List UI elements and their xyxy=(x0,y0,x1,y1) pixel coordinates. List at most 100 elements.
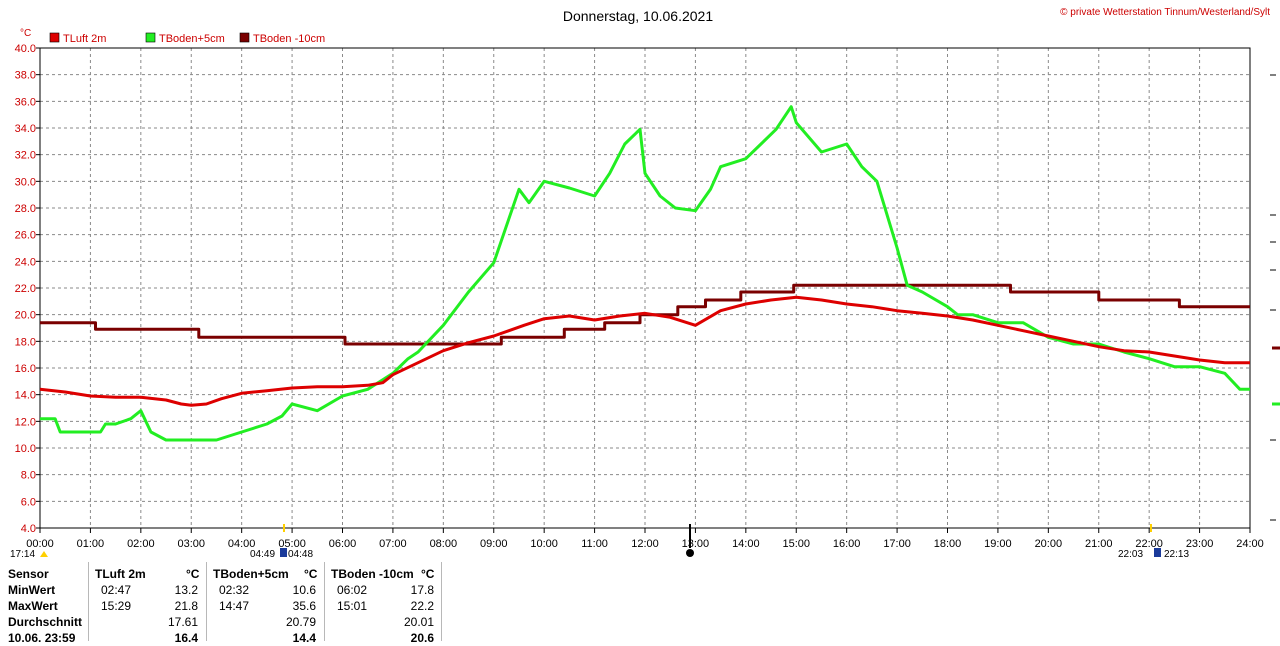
x-tick-label: 01:00 xyxy=(77,538,105,550)
stats-separator xyxy=(206,562,207,641)
x-tick-label: 11:00 xyxy=(581,538,608,550)
x-tick-label: 16:00 xyxy=(833,538,861,550)
y-tick-label: 34.0 xyxy=(15,123,36,135)
stats-separator xyxy=(441,562,442,641)
sunset-time-left: 22:03 xyxy=(1118,549,1143,560)
row-value-2: 14.4 xyxy=(292,631,316,645)
y-tick-label: 24.0 xyxy=(15,256,36,268)
y-unit-label: °C xyxy=(20,28,31,39)
x-tick-label: 20:00 xyxy=(1035,538,1063,550)
header-unit-2: °C xyxy=(304,567,318,581)
header-unit-1: °C xyxy=(186,567,200,581)
row-value-3: 20.01 xyxy=(403,615,434,629)
legend-label-tboden5: TBoden+5cm xyxy=(159,33,225,45)
x-tick-label: 22:00 xyxy=(1135,538,1163,550)
row-time-1: 15:29 xyxy=(101,599,132,613)
sunset-prev-time: 17:14 xyxy=(10,549,35,560)
y-tick-label: 30.0 xyxy=(15,176,36,188)
x-tick-label: 18:00 xyxy=(934,538,962,550)
row-value-2: 35.6 xyxy=(292,599,316,613)
row-label: MinWert xyxy=(8,583,56,597)
legend-swatch-tboden5 xyxy=(145,32,156,43)
sun-icon xyxy=(40,551,48,557)
x-tick-label: 15:00 xyxy=(782,538,810,550)
row-value-1: 13.2 xyxy=(174,583,198,597)
y-tick-label: 22.0 xyxy=(15,283,36,295)
y-tick-label: 14.0 xyxy=(15,390,36,402)
row-time-3: 15:01 xyxy=(337,599,368,613)
legend-swatch-tluft xyxy=(49,32,60,43)
sunrise-time-left: 04:49 xyxy=(250,549,275,560)
header-sensor: Sensor xyxy=(8,567,49,581)
row-value-3: 20.6 xyxy=(410,631,434,645)
header-tboden5: TBoden+5cm xyxy=(213,567,289,581)
sunrise-time-right: 04:48 xyxy=(288,549,313,560)
x-tick-label: 04:00 xyxy=(228,538,256,550)
stats-separator xyxy=(324,562,325,641)
series-line-1 xyxy=(40,105,1250,442)
header-unit-3: °C xyxy=(421,567,435,581)
row-label: Durchschnitt xyxy=(8,615,83,629)
y-tick-label: 6.0 xyxy=(21,496,36,508)
stats-table: Sensor TLuft 2m °C TBoden+5cm °C TBoden … xyxy=(0,562,442,645)
x-tick-label: 23:00 xyxy=(1186,538,1214,550)
right-edge-markers xyxy=(1270,74,1280,521)
row-label: MaxWert xyxy=(8,599,58,613)
y-tick-label: 12.0 xyxy=(15,416,36,428)
chart-grid xyxy=(40,48,1250,528)
x-tick-label: 14:00 xyxy=(732,538,760,550)
x-tick-label: 08:00 xyxy=(430,538,458,550)
y-tick-label: 16.0 xyxy=(15,363,36,375)
x-tick-label: 03:00 xyxy=(177,538,205,550)
row-value-1: 16.4 xyxy=(174,631,198,645)
x-tick-label: 06:00 xyxy=(329,538,357,550)
x-tick-label: 10:00 xyxy=(530,538,558,550)
sunset-icon xyxy=(1154,548,1161,557)
y-tick-label: 32.0 xyxy=(15,150,36,162)
stats-separator xyxy=(88,562,89,641)
row-value-2: 10.6 xyxy=(292,583,316,597)
row-time-2: 14:47 xyxy=(219,599,250,613)
legend-label-tboden10: TBoden -10cm xyxy=(253,33,325,45)
x-tick-label: 24:00 xyxy=(1236,538,1264,550)
x-tick-label: 21:00 xyxy=(1085,538,1113,550)
x-tick-label: 19:00 xyxy=(984,538,1012,550)
y-tick-label: 10.0 xyxy=(15,443,36,455)
y-tick-label: 40.0 xyxy=(15,43,36,55)
chart-title: Donnerstag, 10.06.2021 xyxy=(563,8,713,24)
sun-markers: 17:14 04:49 04:48 22:03 22:13 xyxy=(10,524,1189,560)
y-tick-label: 8.0 xyxy=(21,470,36,482)
x-tick-label: 02:00 xyxy=(127,538,155,550)
x-tick-label: 05:00 xyxy=(278,538,306,550)
header-tboden10: TBoden -10cm xyxy=(331,567,414,581)
y-tick-label: 18.0 xyxy=(15,336,36,348)
header-tluft: TLuft 2m xyxy=(95,567,146,581)
legend-swatch-tboden10 xyxy=(239,32,250,43)
x-axis: 00:00 01:00 02:00 03:00 04:00 05:00 06:00 07:00… xyxy=(26,528,1264,550)
row-time-2: 02:32 xyxy=(219,583,250,597)
noon-icon xyxy=(686,549,694,557)
chart-legend: TLuft 2m TBoden+5cm TBoden -10cm xyxy=(49,32,325,45)
x-tick-label: 17:00 xyxy=(883,538,911,550)
y-tick-label: 20.0 xyxy=(15,310,36,322)
series-lines xyxy=(39,105,1250,442)
legend-label-tluft: TLuft 2m xyxy=(63,33,106,45)
y-tick-label: 26.0 xyxy=(15,230,36,242)
x-tick-label: 13:00 xyxy=(682,538,710,550)
row-value-1: 21.8 xyxy=(174,599,198,613)
x-tick-label: 09:00 xyxy=(480,538,508,550)
y-tick-label: 4.0 xyxy=(21,523,36,535)
temperature-chart: Donnerstag, 10.06.2021 © private Wetters… xyxy=(10,7,1280,560)
row-value-2: 20.79 xyxy=(285,615,316,629)
row-value-1: 17.61 xyxy=(167,615,198,629)
row-label: 10.06. 23:59 xyxy=(8,631,76,645)
y-tick-label: 38.0 xyxy=(15,70,36,82)
x-tick-label: 00:00 xyxy=(26,538,54,550)
row-value-3: 17.8 xyxy=(410,583,434,597)
y-tick-label: 36.0 xyxy=(15,96,36,108)
row-time-3: 06:02 xyxy=(337,583,368,597)
y-tick-label: 28.0 xyxy=(15,203,36,215)
x-tick-label: 07:00 xyxy=(379,538,407,550)
sunrise-icon xyxy=(280,548,287,557)
x-tick-label: 12:00 xyxy=(631,538,659,550)
